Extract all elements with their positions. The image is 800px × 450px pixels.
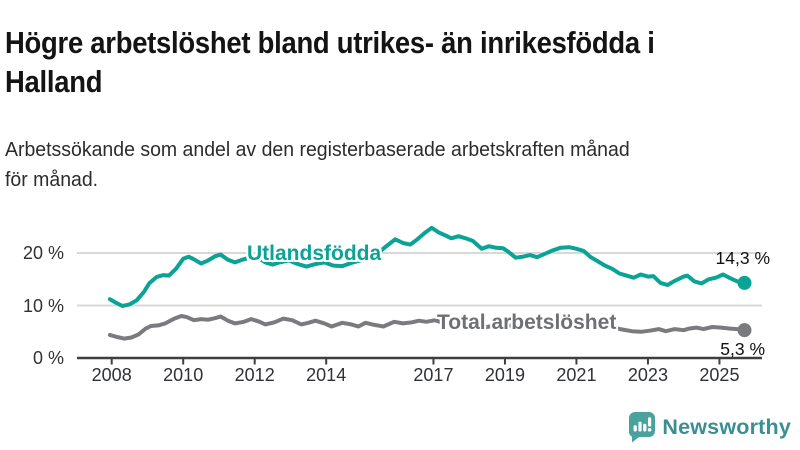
chart-subtitle-line-1: Arbetssökande som andel av den registerb…	[5, 137, 630, 161]
x-axis-tick-label-2025: 2025	[699, 365, 740, 385]
y-axis-tick-label-0: 0 %	[32, 348, 64, 368]
x-axis-tick-label-2023: 2023	[627, 365, 668, 385]
y-axis-tick-label-20: 20 %	[22, 243, 64, 263]
series-label-total-unemployment: Total arbetslöshet	[437, 311, 617, 334]
newsworthy-logo-icon	[629, 412, 656, 443]
y-axis-tick-label-10: 10 %	[22, 295, 64, 316]
end-value-label-total-unemployment: 5,3 %	[720, 339, 765, 359]
chart-subtitle-line-2: för månad.	[5, 167, 99, 191]
chart-subtitle: Arbetssökande som andel av den registerb…	[5, 135, 630, 195]
series-line-total	[107, 314, 747, 341]
series-line-foreign-born	[107, 225, 747, 308]
x-axis-tick-label-2010: 2010	[163, 365, 204, 385]
series-end-dot-foreign-born	[737, 275, 752, 290]
x-axis-tick-label-2008: 2008	[91, 365, 132, 385]
series-label-foreign-born: Utlandsfödda	[247, 242, 382, 265]
chart-title-line-1: Högre arbetslöshet bland utrikes- än inr…	[5, 24, 655, 60]
chart-title-line-2: Halland	[5, 63, 103, 99]
chart-title: Högre arbetslöshet bland utrikes- än inr…	[5, 23, 655, 101]
newsworthy-logo-text: Newsworthy	[662, 415, 791, 439]
end-value-label-foreign-born: 14,3 %	[715, 248, 770, 268]
x-axis-tick-label-2014: 2014	[306, 365, 347, 385]
x-axis-tick-label-2017: 2017	[413, 365, 454, 385]
newsworthy-branding: Newsworthy	[628, 412, 791, 443]
x-axis-tick-label-2012: 2012	[234, 365, 275, 385]
x-axis-tick-label-2021: 2021	[556, 365, 597, 385]
x-axis-tick-label-2019: 2019	[484, 365, 525, 385]
series-end-dot-total	[737, 323, 752, 338]
